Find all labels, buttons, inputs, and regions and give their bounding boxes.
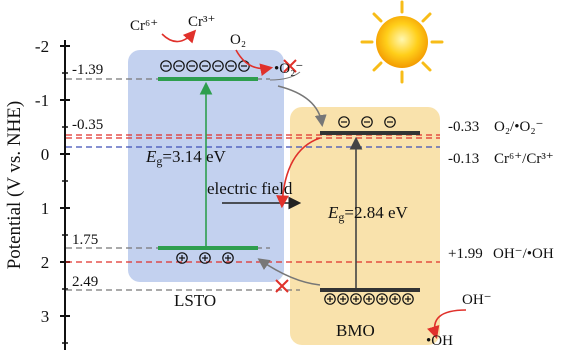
cr3-label: Cr³⁺ [188, 14, 215, 30]
electric-field-label: electric field [207, 179, 293, 198]
blocked-path-upper [269, 71, 301, 81]
bmo-electrons [338, 116, 396, 128]
bmo-holes [324, 293, 414, 305]
electron-symbol [212, 60, 224, 72]
hole-transfer-arrow [257, 258, 321, 286]
level-value-o2: -0.33 [448, 119, 479, 135]
level-value-lsto-vb: 1.75 [72, 232, 98, 248]
level-value-cr: -0.13 [448, 151, 479, 167]
lsto-holes [176, 252, 234, 264]
hole-symbol [350, 293, 362, 305]
hole-symbol [389, 293, 401, 305]
hydroxide-label: OH⁻ [462, 292, 492, 308]
oh-oxidation-arrow [427, 309, 467, 340]
species-cr: Cr⁶⁺/Cr³⁺ [494, 151, 554, 167]
hole-symbol [222, 252, 234, 264]
z-scheme-arrow [276, 137, 321, 209]
blocked-mark-lower [275, 279, 289, 293]
cr-reduction-arrow [161, 29, 197, 44]
o2-label: O₂ [230, 32, 246, 48]
electron-symbol [361, 116, 373, 128]
tick-label: 0 [41, 145, 50, 164]
tick-label: -2 [35, 37, 49, 56]
tick-label: -1 [35, 91, 49, 110]
hole-symbol [363, 293, 375, 305]
hole-symbol [337, 293, 349, 305]
tick-label: 1 [41, 199, 50, 218]
axis-label: Potential (V vs. NHE) [4, 101, 25, 270]
cr6-label: Cr⁶⁺ [130, 18, 158, 34]
blocked-mark-upper [283, 59, 297, 73]
hole-symbol [199, 252, 211, 264]
hydroxyl-radical-label: •OH [426, 333, 453, 349]
electron-symbol [173, 60, 185, 72]
hole-symbol [176, 252, 188, 264]
electron-symbol [186, 60, 198, 72]
hole-symbol [324, 293, 336, 305]
electron-symbol [225, 60, 237, 72]
lsto-electrons [160, 60, 250, 72]
o2-reduction-arrow [235, 49, 274, 77]
hole-symbol [376, 293, 388, 305]
level-value-oh: +1.99 [448, 246, 483, 262]
species-oh: OH⁻/•OH [493, 246, 554, 262]
level-value-deep: 2.49 [72, 274, 98, 290]
species-o2: O₂/•O₂⁻ [494, 119, 543, 135]
electron-symbol [384, 116, 396, 128]
tick-label: 3 [41, 307, 50, 326]
level-value-lsto-cb: -1.39 [72, 62, 103, 78]
bmo-region [290, 107, 440, 345]
electron-symbol [160, 60, 172, 72]
lsto-band-gap: Eg=3.14 eV [145, 147, 227, 168]
electron-symbol [338, 116, 350, 128]
bmo-band-gap: Eg=2.84 eV [327, 203, 409, 224]
potential-axis [60, 40, 70, 350]
tick-label: 2 [41, 253, 50, 272]
hole-symbol [402, 293, 414, 305]
bmo-label: BMO [336, 321, 375, 340]
sun-icon [360, 0, 444, 84]
electron-transfer-arrow [277, 85, 327, 127]
electron-symbol [199, 60, 211, 72]
superoxide-label: •O₂⁻ [274, 61, 303, 77]
level-value-shift: -0.35 [72, 117, 103, 133]
lsto-label: LSTO [174, 291, 216, 310]
